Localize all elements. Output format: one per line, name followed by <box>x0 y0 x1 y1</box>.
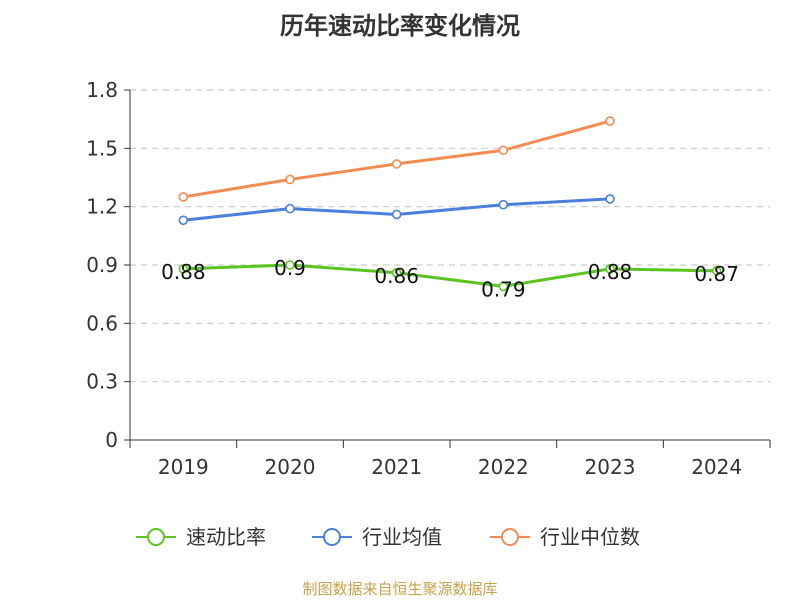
legend-item: 速动比率 <box>136 525 266 549</box>
data-label: 0.88 <box>588 260 633 284</box>
data-point <box>605 116 615 126</box>
x-tick-label: 2023 <box>585 455 636 479</box>
data-point <box>178 192 189 202</box>
data-point <box>285 203 295 214</box>
data-label: 0.88 <box>161 260 206 284</box>
x-tick-label: 2020 <box>265 455 316 479</box>
grid-lines <box>130 89 770 383</box>
data-point <box>391 209 402 220</box>
series-line-0 <box>183 263 717 288</box>
data-label: 0.86 <box>374 264 419 288</box>
x-tick-label: 2024 <box>691 455 742 479</box>
series-lines <box>178 116 722 292</box>
data-point <box>178 264 189 274</box>
data-point <box>498 145 509 156</box>
y-tick-label: 0.9 <box>86 253 118 277</box>
y-tick-label: 0.3 <box>86 370 118 394</box>
x-tick-label: 2022 <box>478 455 529 479</box>
data-label: 0.79 <box>481 277 526 301</box>
legend-swatch-marker <box>501 528 519 546</box>
legend-swatch-marker <box>147 528 165 546</box>
legend-label: 行业均值 <box>362 525 442 549</box>
data-labels: 0.88 0.9 0.86 0.79 0.88 0.87 <box>161 256 739 301</box>
data-point <box>498 281 509 292</box>
data-point <box>285 260 295 270</box>
legend-item: 行业均值 <box>312 525 442 549</box>
data-point <box>391 159 402 169</box>
data-point <box>285 174 295 185</box>
data-source-note: 制图数据来自恒生聚源数据库 <box>302 580 498 598</box>
y-tick-label: 0.6 <box>86 311 118 335</box>
chart-title: 历年速动比率变化情况 <box>280 12 520 40</box>
y-tick-label: 0 <box>105 428 118 452</box>
legend-label: 行业中位数 <box>540 525 640 549</box>
legend-item: 行业中位数 <box>490 525 640 549</box>
x-tick-label: 2021 <box>371 455 422 479</box>
y-tick-label: 1.2 <box>86 195 118 219</box>
data-point <box>178 215 189 226</box>
data-point <box>391 267 402 278</box>
x-tick-label: 2019 <box>158 455 209 479</box>
y-tick-label: 1.8 <box>86 78 118 102</box>
legend-swatch-marker <box>323 528 341 546</box>
data-point <box>498 199 509 210</box>
data-label: 0.87 <box>694 262 739 286</box>
series-line-2 <box>183 119 611 199</box>
data-label: 0.9 <box>274 256 306 280</box>
legend: 速动比率 行业均值 行业中位数 <box>136 525 640 549</box>
legend-label: 速动比率 <box>186 525 266 549</box>
data-point <box>711 266 722 276</box>
data-point <box>605 264 615 274</box>
y-tick-label: 1.5 <box>86 136 118 160</box>
data-point <box>605 194 615 204</box>
axes: 0 0.3 0.6 0.9 1.2 1.5 1.8 2019 2020 2021 2022 2023 2… <box>86 78 771 479</box>
